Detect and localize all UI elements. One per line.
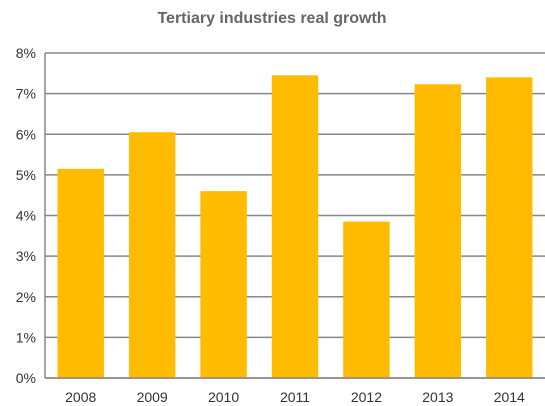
bar-2010 [200,191,247,378]
x-tick-label: 2008 [65,389,96,405]
y-tick-label: 0% [16,370,36,386]
chart-title: Tertiary industries real growth [157,10,386,27]
bar-2014 [486,77,533,378]
y-tick-label: 2% [16,289,36,305]
y-tick-label: 8% [16,45,36,61]
bar-2012 [343,221,390,378]
y-tick-label: 7% [16,86,36,102]
bar-2008 [57,168,104,378]
bar-2009 [128,132,176,378]
y-tick-label: 1% [16,329,36,345]
x-tick-label: 2014 [494,389,525,405]
x-tick-label: 2010 [208,389,239,405]
x-tick-label: 2012 [351,389,382,405]
y-tick-label: 6% [16,126,36,142]
y-tick-label: 3% [16,248,36,264]
bar-2011 [271,75,319,378]
x-tick-label: 2013 [422,389,453,405]
x-tick-label: 2009 [137,389,168,405]
bar-2013 [414,84,462,378]
y-axis: 0% 1% 2% 3% 4% 5% 6% 7% 8% [16,45,46,386]
x-axis: 2008 2009 2010 2011 2012 2013 2014 [45,377,545,405]
y-tick-label: 5% [16,167,36,183]
bars [57,75,533,378]
x-tick-label: 2011 [280,389,310,405]
y-tick-label: 4% [16,208,36,224]
